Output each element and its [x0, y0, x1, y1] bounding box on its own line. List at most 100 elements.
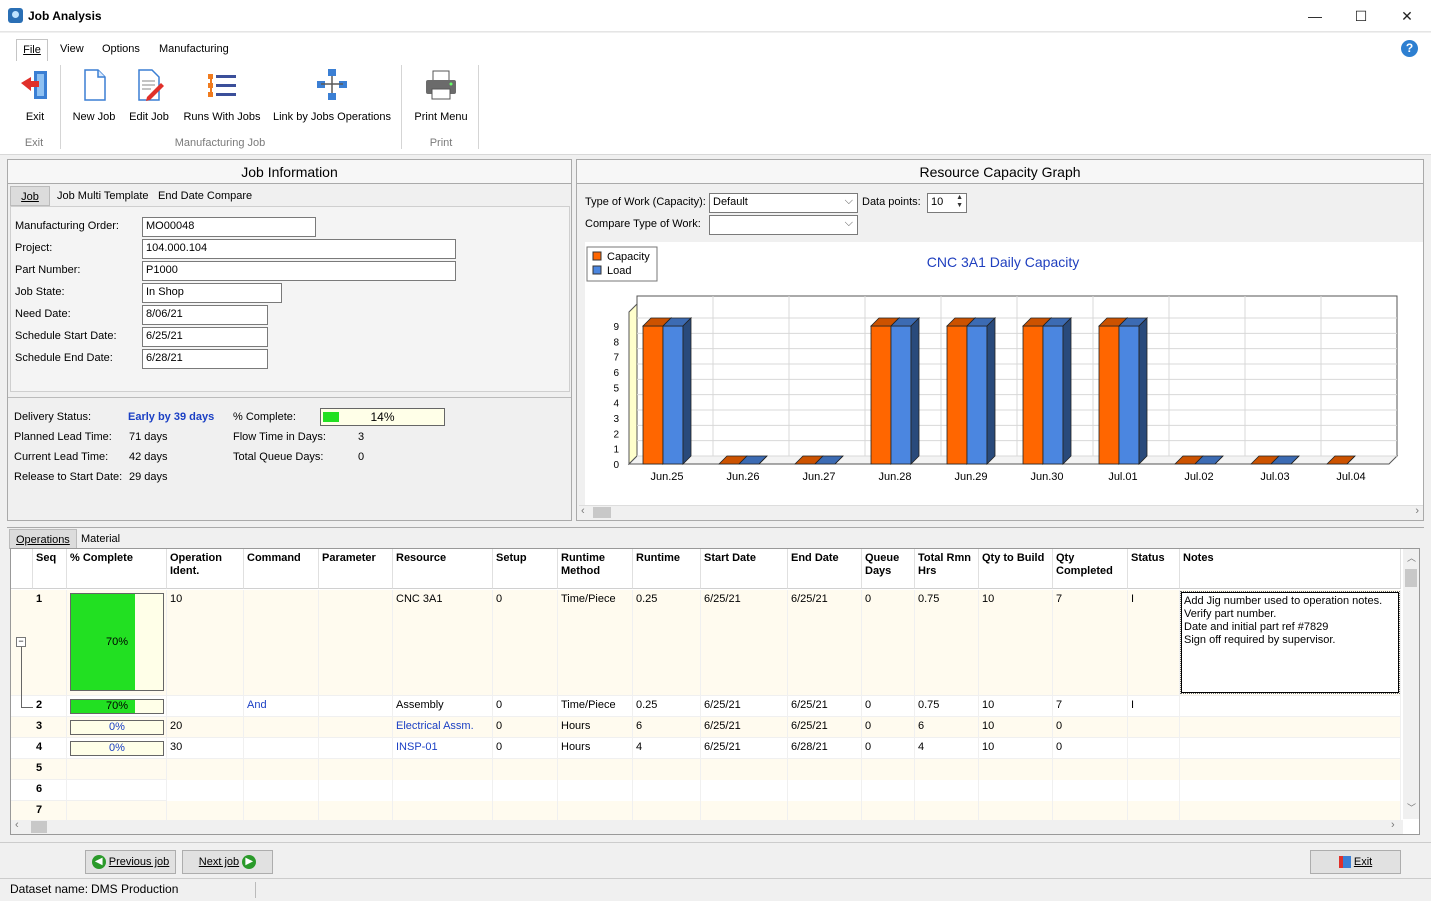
cell-pct[interactable]: 70% [67, 590, 167, 696]
cell-start[interactable]: 6/25/21 [701, 696, 788, 717]
cell-parameter[interactable] [319, 801, 393, 822]
cell-method[interactable] [558, 759, 633, 780]
cell-command[interactable] [244, 717, 319, 738]
scrollbar-thumb[interactable] [593, 507, 611, 518]
cell-rmn[interactable] [915, 801, 979, 822]
cell-qty[interactable] [979, 801, 1053, 822]
cell-end[interactable]: 6/25/21 [788, 717, 862, 738]
cell-runtime[interactable] [633, 801, 701, 822]
cell-queue[interactable] [862, 780, 915, 801]
cell-queue[interactable]: 0 [862, 717, 915, 738]
column-header-pct[interactable]: % Complete [67, 549, 167, 589]
cell-seq[interactable]: 5 [33, 759, 67, 780]
cell-start[interactable]: 6/25/21 [701, 738, 788, 759]
cell-completed[interactable] [1053, 759, 1128, 780]
cell-notes[interactable] [1180, 696, 1401, 717]
cell-command[interactable] [244, 590, 319, 696]
project-field[interactable]: 104.000.104 [142, 239, 456, 259]
scrollbar-thumb[interactable] [1405, 569, 1417, 587]
help-icon[interactable]: ? [1401, 40, 1418, 57]
cell-pct[interactable] [67, 759, 167, 780]
column-header-seq[interactable]: Seq [33, 549, 67, 589]
cell-resource[interactable]: Assembly [393, 696, 493, 717]
need-date-field[interactable]: 8/06/21 [142, 305, 268, 325]
cell-ident[interactable] [167, 696, 244, 717]
cell-queue[interactable]: 0 [862, 696, 915, 717]
table-row[interactable]: 5 [11, 759, 1401, 780]
previous-job-button[interactable]: ◀ Previous job [85, 850, 176, 874]
cell-queue[interactable]: 0 [862, 590, 915, 696]
cell-start[interactable] [701, 801, 788, 822]
cell-setup[interactable] [493, 780, 558, 801]
column-header-runtime[interactable]: Runtime [633, 549, 701, 589]
scroll-left-icon[interactable]: ‹ [581, 505, 585, 517]
cell-runtime[interactable]: 0.25 [633, 590, 701, 696]
cell-status[interactable] [1128, 780, 1180, 801]
cell-runtime[interactable]: 0.25 [633, 696, 701, 717]
tab-job-multi-template[interactable]: Job Multi Template [51, 186, 155, 206]
cell-setup[interactable]: 0 [493, 738, 558, 759]
exit-button[interactable]: Exit [1310, 850, 1401, 874]
cell-rmn[interactable]: 4 [915, 738, 979, 759]
cell-resource[interactable] [393, 801, 493, 822]
collapse-icon[interactable]: − [16, 637, 26, 647]
cell-method[interactable]: Hours [558, 738, 633, 759]
cell-parameter[interactable] [319, 738, 393, 759]
cell-runtime[interactable]: 6 [633, 717, 701, 738]
cell-resource[interactable] [393, 780, 493, 801]
cell-status[interactable] [1128, 738, 1180, 759]
cell-end[interactable]: 6/25/21 [788, 696, 862, 717]
cell-notes[interactable]: Add Jig number used to operation notes. V… [1180, 590, 1401, 696]
cell-method[interactable] [558, 780, 633, 801]
table-row[interactable]: 6 [11, 780, 1401, 801]
cell-seq[interactable]: 1 [33, 590, 67, 696]
cell-parameter[interactable] [319, 696, 393, 717]
cell-qty[interactable]: 10 [979, 738, 1053, 759]
menu-file[interactable]: File [16, 39, 48, 61]
next-job-button[interactable]: Next job ▶ [182, 850, 273, 874]
cell-end[interactable] [788, 780, 862, 801]
cell-completed[interactable]: 7 [1053, 590, 1128, 696]
cell-rmn[interactable]: 0.75 [915, 696, 979, 717]
cell-queue[interactable] [862, 759, 915, 780]
cell-resource[interactable]: Electrical Assm. [393, 717, 493, 738]
column-header-queue[interactable]: Queue Days [862, 549, 915, 589]
column-header-ident[interactable]: Operation Ident. [167, 549, 244, 589]
column-header-setup[interactable]: Setup [493, 549, 558, 589]
table-row[interactable]: 3 0% 20 Electrical Assm. 0 Hours 6 6/25/21 6/25/… [11, 717, 1401, 738]
cell-qty[interactable]: 10 [979, 696, 1053, 717]
tab-operations[interactable]: Operations [9, 529, 77, 549]
cell-resource[interactable] [393, 759, 493, 780]
cell-seq[interactable]: 3 [33, 717, 67, 738]
cell-notes[interactable] [1180, 801, 1401, 822]
cell-qty[interactable] [979, 759, 1053, 780]
cell-method[interactable]: Hours [558, 717, 633, 738]
cell-runtime[interactable]: 4 [633, 738, 701, 759]
cell-pct[interactable] [67, 780, 167, 801]
cell-seq[interactable]: 2 [33, 696, 67, 717]
cell-parameter[interactable] [319, 759, 393, 780]
cell-method[interactable] [558, 801, 633, 822]
cell-end[interactable] [788, 801, 862, 822]
cell-setup[interactable] [493, 759, 558, 780]
cell-completed[interactable]: 7 [1053, 696, 1128, 717]
maximize-button[interactable]: ☐ [1354, 8, 1368, 24]
job-state-field[interactable]: In Shop [142, 283, 282, 303]
cell-start[interactable] [701, 759, 788, 780]
cell-command[interactable] [244, 738, 319, 759]
column-header-command[interactable]: Command [244, 549, 319, 589]
exit-ribbon-button[interactable]: Exit [15, 67, 55, 123]
cell-pct[interactable] [67, 801, 167, 822]
cell-runtime[interactable] [633, 780, 701, 801]
cell-start[interactable] [701, 780, 788, 801]
new-job-button[interactable]: New Job [70, 67, 118, 123]
cell-resource[interactable]: INSP-01 [393, 738, 493, 759]
cell-rmn[interactable]: 0.75 [915, 590, 979, 696]
manufacturing-order-field[interactable]: MO00048 [142, 217, 316, 237]
menu-options[interactable]: Options [102, 43, 140, 55]
cell-status[interactable] [1128, 801, 1180, 822]
runs-with-jobs-button[interactable]: Runs With Jobs [180, 67, 264, 123]
cell-method[interactable]: Time/Piece [558, 590, 633, 696]
menu-manufacturing[interactable]: Manufacturing [159, 43, 229, 55]
cell-method[interactable]: Time/Piece [558, 696, 633, 717]
